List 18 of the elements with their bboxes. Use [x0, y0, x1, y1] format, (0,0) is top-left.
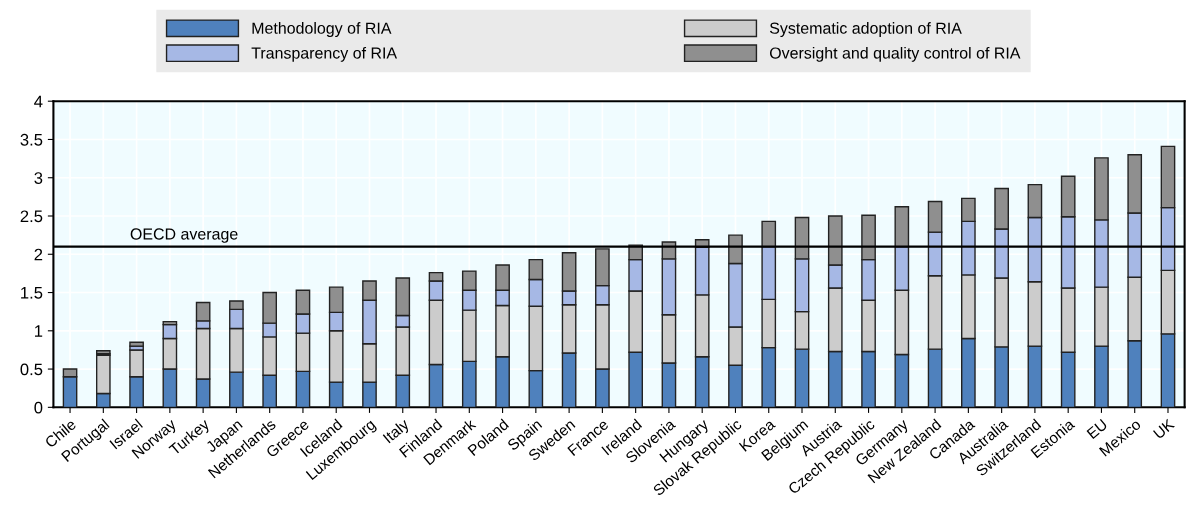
bar: [894, 206, 910, 248]
bar: [129, 341, 144, 347]
bar: [761, 220, 777, 248]
y-tick-label: 1: [35, 325, 43, 337]
legend-label: Transparency of RIA: [251, 47, 398, 62]
x-tick-label: UK: [1153, 418, 1176, 440]
y-tick-label: 3: [34, 172, 43, 184]
y-tick-label: 4: [34, 95, 43, 108]
ref-line-label: OECD average: [130, 228, 238, 243]
y-tick-label: 2.5: [20, 210, 43, 223]
y-tick-label: 2: [34, 248, 43, 261]
y-tick-label: 0: [34, 401, 43, 414]
legend-label: Systematic adoption of RIA: [769, 22, 962, 37]
legend-label: Methodology of RIA: [252, 22, 392, 37]
y-tick-label: 3.5: [20, 133, 43, 146]
legend-label: Oversight and quality control of RIA: [769, 46, 1021, 62]
y-tick-label: 1.5: [21, 287, 43, 299]
y-tick-label: 0.5: [20, 363, 43, 376]
